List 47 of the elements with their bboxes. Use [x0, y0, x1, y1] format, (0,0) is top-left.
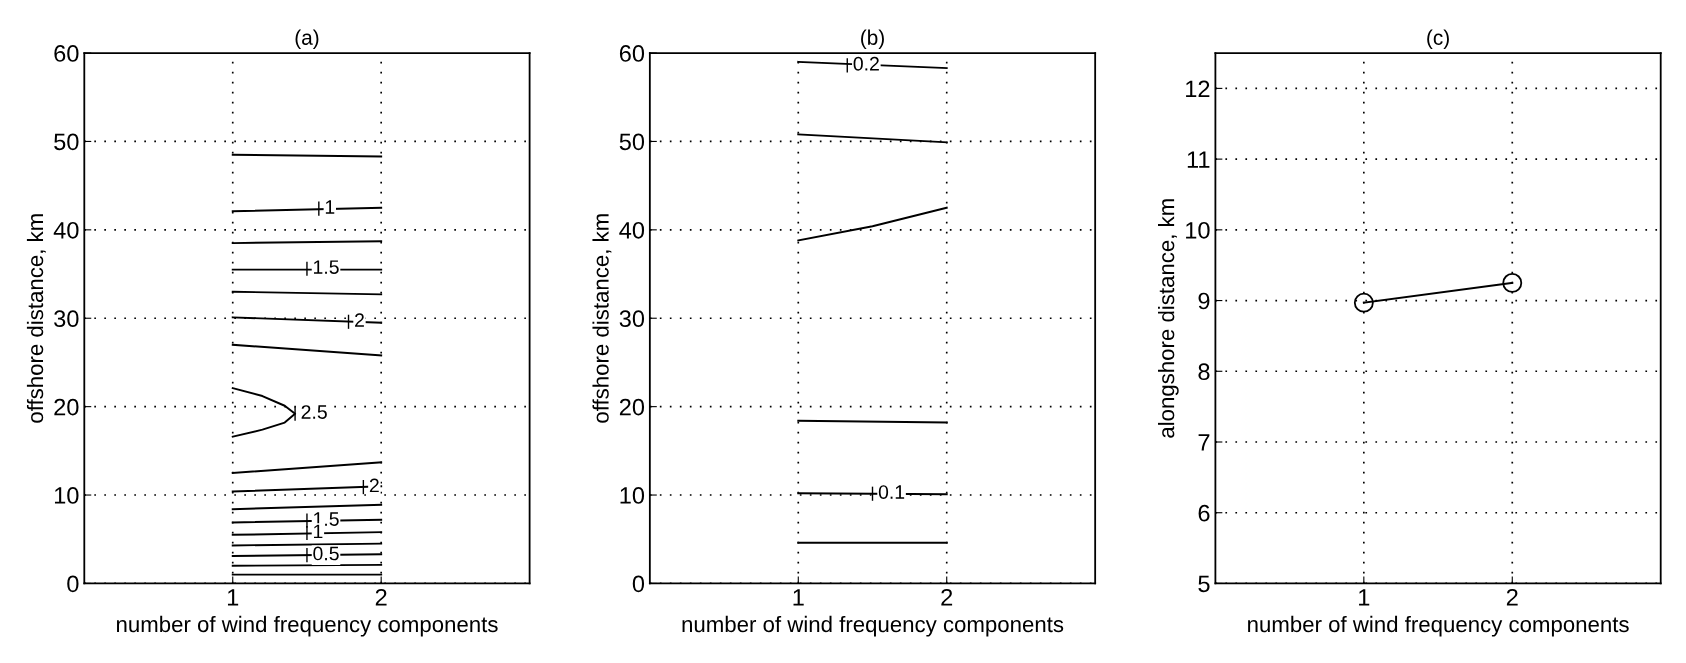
y-tick-label: 0 — [632, 575, 645, 593]
annotation: 1.5 — [313, 260, 339, 274]
y-tick-label: 40 — [53, 221, 79, 239]
x-tick-label: 2 — [941, 588, 953, 606]
y-tick-label: 9 — [1198, 292, 1210, 310]
y-tick-label: 11 — [1187, 151, 1210, 168]
x-axis-title: number of wind frequency components — [116, 615, 498, 637]
y-tick-label: 0 — [67, 575, 79, 593]
line-series — [231, 387, 297, 438]
y-tick-label: 60 — [54, 45, 79, 62]
x-tick-label: 1 — [793, 589, 804, 606]
y-tick-label: 10 — [620, 487, 645, 504]
x-tick-label: 1 — [227, 589, 239, 606]
y-tick-label: 8 — [1198, 363, 1210, 381]
y-tick-label: 5 — [1198, 575, 1210, 593]
x-tick-label: 2 — [1506, 588, 1518, 606]
y-axis-title: offshore distance, km — [26, 214, 46, 423]
annotation: 2 — [355, 313, 364, 327]
y-tick-label: 7 — [1198, 434, 1210, 451]
y-tick-label: 10 — [54, 487, 79, 504]
y-tick-label: 30 — [619, 310, 645, 328]
y-axis-title: alongshore distance, km — [1158, 199, 1179, 438]
y-tick-label: 20 — [619, 398, 645, 416]
x-axis-title: number of wind frequency components — [682, 615, 1064, 637]
y-tick-label: 40 — [619, 221, 645, 239]
y-tick-label: 50 — [54, 133, 79, 151]
y-axis-title: offshore distance, km — [592, 214, 612, 423]
annotation: 0.2 — [853, 56, 879, 71]
x-tick-label: 2 — [375, 588, 387, 606]
x-axis-title: number of wind frequency components — [1248, 615, 1629, 637]
y-tick-label: 50 — [619, 133, 645, 151]
annotation: 2.5 — [301, 405, 327, 419]
y-tick-label: 30 — [54, 310, 79, 328]
chart-title: (c) — [1427, 29, 1449, 50]
y-tick-label: 12 — [1186, 80, 1210, 97]
chart-title: (a) — [295, 29, 319, 50]
annotation: 0.5 — [313, 546, 339, 561]
y-tick-label: 60 — [619, 45, 645, 62]
annotation: 0.1 — [878, 485, 905, 499]
y-tick-label: 6 — [1198, 504, 1210, 522]
annotation: 1 — [325, 200, 335, 214]
annotation: 2 — [369, 478, 379, 493]
annotation: 1 — [313, 524, 323, 539]
y-tick-label: 20 — [54, 398, 79, 416]
x-tick-label: 1 — [1359, 589, 1370, 606]
chart-title: (b) — [861, 29, 884, 50]
y-tick-label: 10 — [1186, 221, 1210, 239]
